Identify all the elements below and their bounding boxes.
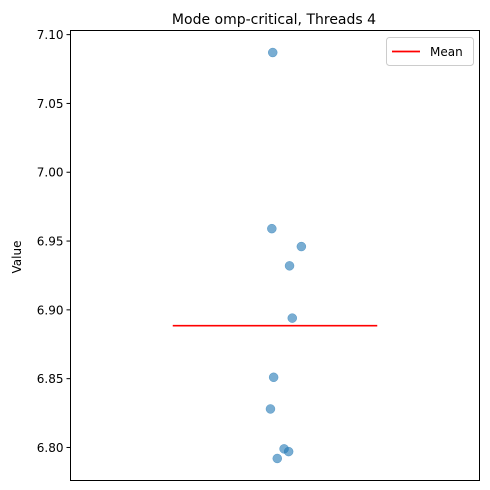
scatter-point xyxy=(267,47,278,58)
y-axis-label: Value xyxy=(10,241,24,274)
legend-label-mean: Mean xyxy=(430,45,463,59)
legend: Mean xyxy=(386,37,474,66)
y-tick-label: 6.80 xyxy=(37,441,64,455)
plot-marks xyxy=(172,47,378,464)
scatter-point xyxy=(287,313,298,323)
y-axis-ticks: 6.80 6.85 6.90 6.95 7.00 7.05 7.10 xyxy=(37,28,71,455)
scatter-point xyxy=(272,453,283,464)
chart-title: Mode omp-critical, Threads 4 xyxy=(172,12,376,28)
y-tick-label: 6.95 xyxy=(37,235,64,249)
y-tick-label: 7.05 xyxy=(37,97,64,111)
y-tick-label: 6.85 xyxy=(37,372,64,386)
scatter-point xyxy=(283,446,294,457)
y-tick-label: 6.90 xyxy=(37,303,64,317)
scatter-point xyxy=(265,404,276,414)
y-tick-label: 7.00 xyxy=(37,166,64,180)
scatter-point xyxy=(284,261,295,271)
y-tick-label: 7.10 xyxy=(37,28,64,42)
scatter-point xyxy=(268,372,279,383)
scatter-point xyxy=(267,223,277,234)
scatter-point xyxy=(296,241,307,252)
legend-box xyxy=(386,37,474,66)
plot-frame xyxy=(70,30,480,481)
